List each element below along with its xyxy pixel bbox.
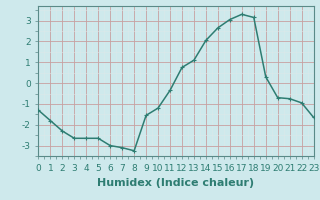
X-axis label: Humidex (Indice chaleur): Humidex (Indice chaleur) (97, 178, 255, 188)
